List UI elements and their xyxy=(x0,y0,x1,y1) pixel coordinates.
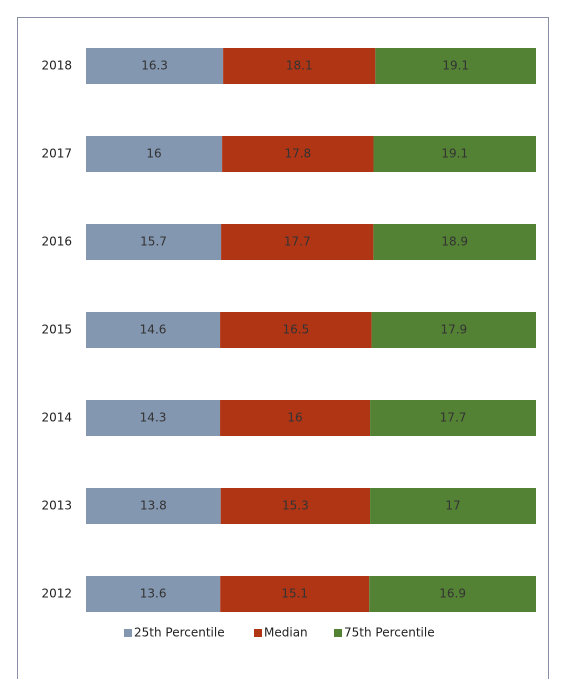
bar-segment xyxy=(220,400,371,436)
bar-segment xyxy=(223,48,376,84)
bar-segment xyxy=(371,312,536,348)
value-label: 13.8 xyxy=(140,499,167,513)
value-label: 17.7 xyxy=(440,411,467,425)
legend-swatch xyxy=(124,629,132,637)
bar-segment xyxy=(222,136,374,172)
value-label: 16.3 xyxy=(141,59,168,73)
value-label: 15.1 xyxy=(281,587,308,601)
bar-segment xyxy=(373,224,536,260)
y-tick-label: 2013 xyxy=(41,499,72,513)
value-label: 16.5 xyxy=(282,323,309,337)
y-tick-label: 2018 xyxy=(41,59,72,73)
bar-segment xyxy=(86,136,223,172)
y-tick-label: 2017 xyxy=(41,147,72,161)
bar-segment xyxy=(220,312,372,348)
value-label: 19.1 xyxy=(441,147,468,161)
bar-segment xyxy=(221,224,374,260)
value-label: 15.3 xyxy=(282,499,309,513)
bar-segment xyxy=(86,312,221,348)
value-label: 13.6 xyxy=(140,587,167,601)
value-label: 18.1 xyxy=(286,59,313,73)
bar-segment xyxy=(370,488,536,524)
bar-segment xyxy=(220,576,370,612)
bar-segment xyxy=(86,400,221,436)
value-label: 16 xyxy=(146,147,161,161)
value-label: 14.6 xyxy=(140,323,167,337)
bar-segment xyxy=(86,576,221,612)
y-tick-label: 2014 xyxy=(41,411,72,425)
bar-segment xyxy=(370,400,536,436)
value-label: 19.1 xyxy=(442,59,469,73)
bar-segment xyxy=(375,48,536,84)
value-label: 16.9 xyxy=(439,587,466,601)
bar-segment xyxy=(86,224,222,260)
value-label: 17.9 xyxy=(440,323,467,337)
value-label: 17.7 xyxy=(284,235,311,249)
y-tick-label: 2012 xyxy=(41,587,72,601)
value-label: 16 xyxy=(287,411,302,425)
value-label: 14.3 xyxy=(140,411,167,425)
chart-frame xyxy=(17,17,549,679)
bar-segment xyxy=(86,48,224,84)
bar-segment xyxy=(369,576,536,612)
value-label: 18.9 xyxy=(441,235,468,249)
legend-swatch xyxy=(254,629,262,637)
legend-swatch xyxy=(334,629,342,637)
y-tick-label: 2015 xyxy=(41,323,72,337)
bar-segment xyxy=(373,136,536,172)
legend-label: 75th Percentile xyxy=(344,626,435,640)
legend-label: 25th Percentile xyxy=(134,626,225,640)
value-label: 15.7 xyxy=(140,235,167,249)
bar-segment xyxy=(220,488,371,524)
value-label: 17 xyxy=(445,499,460,513)
legend-label: Median xyxy=(264,626,308,640)
value-label: 17.8 xyxy=(284,147,311,161)
bar-segment xyxy=(86,488,221,524)
y-tick-label: 2016 xyxy=(41,235,72,249)
